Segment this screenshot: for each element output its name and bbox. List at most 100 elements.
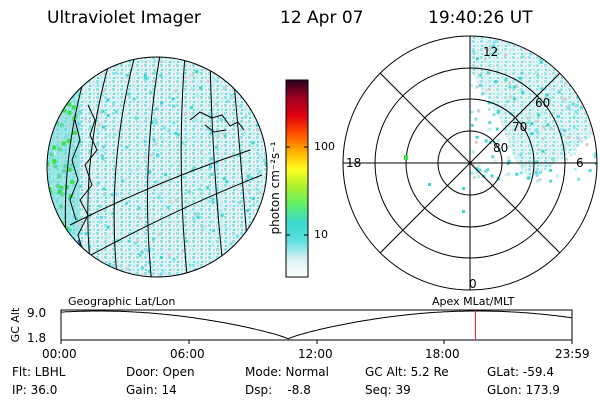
emission-pixel <box>104 61 108 65</box>
emission-pixel <box>123 171 127 175</box>
emission-pixel <box>57 189 62 194</box>
emission-pixel <box>251 64 255 68</box>
emission-pixel <box>577 177 581 181</box>
emission-pixel <box>201 225 205 229</box>
emission-pixel <box>251 141 255 145</box>
emission-pixel <box>74 142 78 146</box>
emission-pixel <box>210 173 214 177</box>
emission-pixel <box>548 97 552 101</box>
emission-pixel <box>146 76 150 80</box>
emission-pixel <box>47 100 49 105</box>
emission-pixel <box>520 122 524 126</box>
emission-pixel <box>487 107 491 111</box>
emission-pixel <box>74 82 78 86</box>
emission-pixel <box>470 171 474 175</box>
emission-pixel <box>229 94 233 98</box>
emission-pixel <box>264 162 267 166</box>
emission-pixel <box>478 84 482 88</box>
emission-pixel <box>548 40 552 44</box>
emission-pixel <box>85 72 89 76</box>
emission-pixel <box>152 215 156 219</box>
emission-pixel <box>504 77 508 81</box>
emission-pixel <box>188 263 192 267</box>
geographic-map-label: Geographic Lat/Lon <box>68 295 176 308</box>
emission-pixel <box>241 160 245 164</box>
emission-pixel <box>507 159 511 163</box>
emission-pixel <box>556 115 560 119</box>
emission-pixel <box>228 141 232 145</box>
emission-pixel <box>557 50 561 54</box>
emission-pixel <box>47 101 51 105</box>
emission-pixel <box>53 175 57 179</box>
emission-pixel <box>216 223 220 227</box>
door-readout: Door: Open <box>126 365 195 379</box>
emission-pixel <box>555 174 559 178</box>
emission-pixel <box>67 165 71 169</box>
emission-pixel <box>96 142 100 146</box>
emission-pixel <box>58 185 63 190</box>
emission-pixel <box>153 59 157 63</box>
emission-pixel <box>57 147 62 152</box>
emission-pixel <box>488 127 492 131</box>
emission-pixel <box>573 148 577 152</box>
emission-pixel <box>261 96 265 100</box>
emission-pixel <box>64 61 68 65</box>
emission-pixel <box>526 121 530 125</box>
emission-pixel <box>590 47 594 51</box>
emission-pixel <box>473 65 477 69</box>
emission-pixel <box>521 90 525 94</box>
emission-pixel <box>217 134 221 138</box>
gc-alt-readout: GC Alt: 5.2 Re <box>365 365 449 379</box>
emission-pixel <box>244 115 248 119</box>
emission-pixel <box>260 245 264 249</box>
emission-pixel <box>472 50 476 54</box>
emission-pixel <box>255 123 259 127</box>
emission-pixel <box>594 152 597 156</box>
emission-pixel <box>67 167 72 172</box>
mlt-label-12: 12 <box>483 45 499 59</box>
y-tick-1.8: 1.8 <box>27 331 47 345</box>
mlt-label-18: 18 <box>346 156 362 170</box>
emission-pixel <box>48 99 53 104</box>
emission-pixel <box>198 187 202 191</box>
emission-pixel <box>534 128 538 132</box>
emission-pixel <box>202 272 206 276</box>
emission-pixel <box>565 141 569 145</box>
emission-pixel <box>47 196 49 201</box>
emission-pixel <box>148 247 152 251</box>
emission-pixel <box>134 116 138 120</box>
emission-pixel <box>59 123 64 128</box>
emission-pixel <box>260 75 264 79</box>
emission-pixel <box>160 137 164 141</box>
emission-pixel <box>143 73 147 77</box>
emission-pixel <box>126 267 130 271</box>
emission-pixel <box>157 196 161 200</box>
emission-pixel <box>527 114 531 118</box>
emission-pixel <box>507 42 511 46</box>
emission-pixel <box>535 173 539 177</box>
emission-pixel <box>137 119 141 123</box>
filter-readout: Flt: LBHL <box>12 365 66 379</box>
emission-pixel <box>72 130 77 135</box>
emission-pixel <box>526 116 530 120</box>
emission-pixel <box>229 270 233 274</box>
emission-pixel <box>53 164 58 169</box>
emission-pixel <box>47 138 49 143</box>
emission-pixel <box>206 186 210 190</box>
emission-pixel <box>191 73 195 77</box>
emission-pixel <box>249 78 253 82</box>
emission-pixel <box>150 174 154 178</box>
emission-pixel <box>260 260 264 264</box>
emission-pixel <box>573 142 577 146</box>
emission-pixel <box>137 125 141 129</box>
emission-pixel <box>56 251 61 256</box>
emission-pixel <box>174 131 178 135</box>
emission-pixel <box>47 224 52 229</box>
emission-pixel <box>534 119 538 123</box>
emission-pixel <box>147 269 151 273</box>
emission-pixel <box>172 121 176 125</box>
emission-pixel <box>578 46 582 50</box>
emission-pixel <box>104 234 108 238</box>
gain-readout: Gain: 14 <box>126 383 177 397</box>
emission-pixel <box>55 226 60 231</box>
